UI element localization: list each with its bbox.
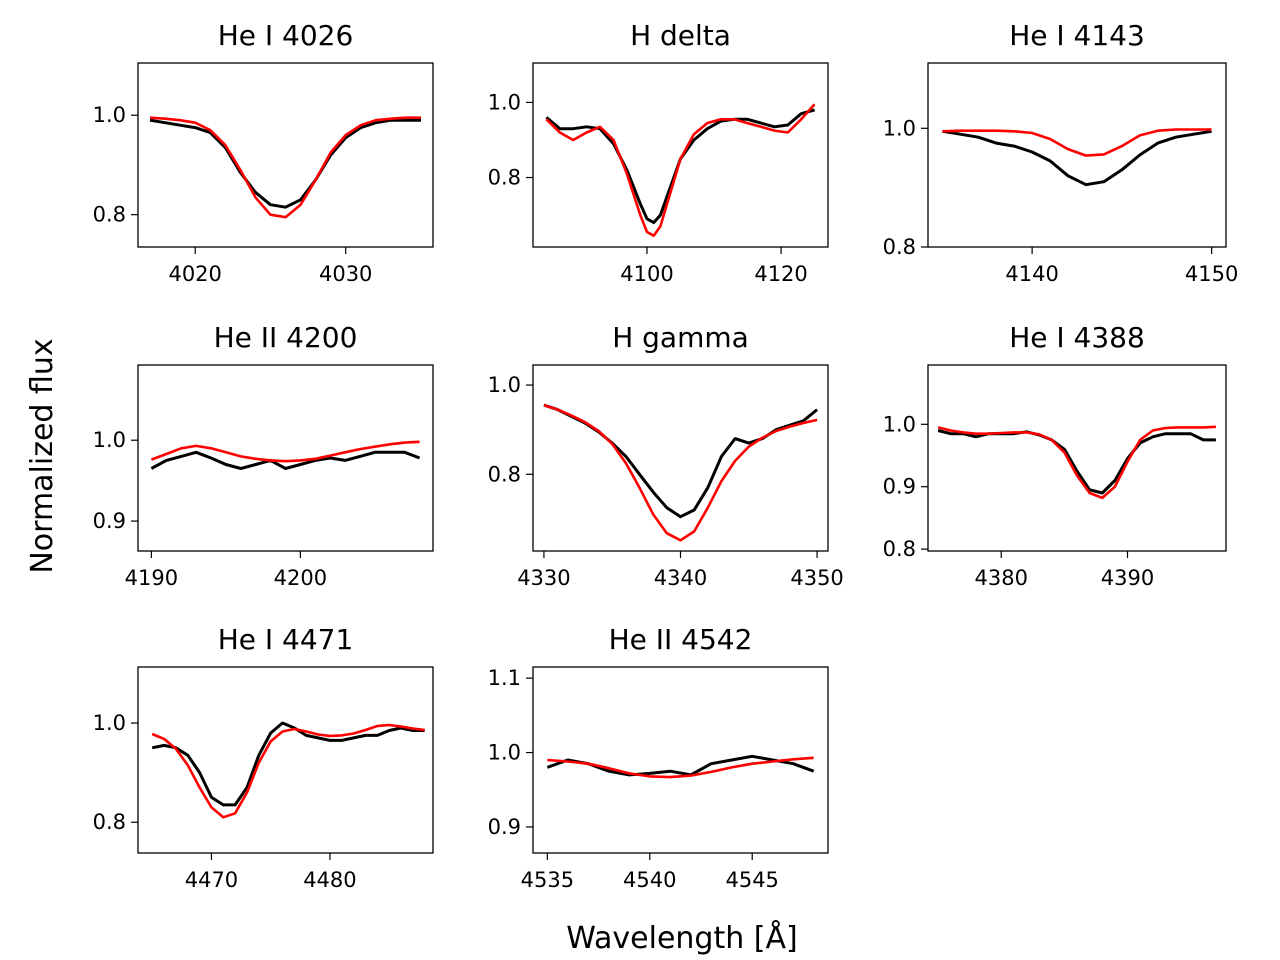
panel-7: 4470 4480 0.8 1.0 He I 4471: [93, 623, 434, 892]
y-tick-label: 0.8: [883, 235, 916, 259]
panel-title: He I 4471: [218, 623, 354, 656]
x-tick-label: 4540: [623, 868, 676, 892]
axes-frame: [532, 666, 829, 854]
panel-title: He I 4026: [218, 19, 354, 52]
x-axis-label: Wavelength [Å]: [566, 920, 797, 956]
x-tick-label: 4390: [1101, 566, 1154, 590]
model-spectrum-line: [547, 756, 814, 779]
y-tick-label: 0.8: [93, 810, 126, 834]
model-spectrum-line: [543, 403, 818, 542]
model-spectrum-line: [942, 128, 1212, 157]
model-spectrum-line: [150, 440, 420, 463]
x-tick-label: 4200: [274, 566, 327, 590]
axes-frame: [532, 364, 829, 552]
observed-spectrum-line: [937, 429, 1216, 495]
x-tick-label: 4480: [303, 868, 356, 892]
x-tick-label: 4545: [725, 868, 778, 892]
y-tick-label: 0.8: [488, 462, 521, 486]
panel-4: 4190 4200 0.9 1.0 He II 4200: [93, 321, 434, 590]
y-tick-label: 1.0: [93, 103, 126, 127]
x-tick-label: 4380: [975, 566, 1028, 590]
y-tick-label: 1.0: [488, 90, 521, 114]
x-tick-label: 4535: [521, 868, 574, 892]
observed-spectrum-line: [151, 721, 425, 807]
axes-frame: [137, 62, 434, 248]
axes-frame: [137, 666, 434, 854]
y-tick-label: 1.0: [93, 428, 126, 452]
x-tick-label: 4030: [319, 262, 372, 286]
x-tick-label: 4100: [620, 262, 673, 286]
panel-3: 4140 4150 0.8 1.0 He I 4143: [883, 19, 1239, 286]
panel-title: H gamma: [612, 321, 749, 354]
y-axis-label: Normalized flux: [25, 338, 60, 573]
y-tick-label: 0.8: [488, 166, 521, 190]
x-tick-label: 4150: [1185, 262, 1238, 286]
panel-title: H delta: [630, 19, 731, 52]
y-tick-label: 1.1: [488, 666, 521, 690]
x-tick-label: 4340: [654, 566, 707, 590]
y-tick-label: 0.9: [488, 815, 521, 839]
panel-6: 4380 4390 0.8 0.9 1.0 He I 4388: [883, 321, 1227, 590]
model-spectrum-line: [149, 116, 421, 219]
y-tick-label: 0.9: [883, 475, 916, 499]
panel-1: 4020 4030 0.8 1.0 He I 4026: [93, 19, 434, 286]
axes-frame: [927, 62, 1227, 248]
x-tick-label: 4190: [125, 566, 178, 590]
model-spectrum-line: [151, 723, 425, 819]
panel-2: 4100 4120 0.8 1.0 H delta: [488, 19, 829, 286]
y-tick-label: 0.8: [883, 537, 916, 561]
y-tick-label: 1.0: [883, 116, 916, 140]
panel-title: He I 4143: [1009, 19, 1145, 52]
panel-5: 4330 4340 4350 0.8 1.0 H gamma: [488, 321, 844, 590]
axes-frame: [532, 62, 829, 248]
y-tick-label: 0.9: [93, 509, 126, 533]
y-tick-label: 1.0: [488, 741, 521, 765]
observed-spectrum-line: [150, 450, 421, 470]
x-tick-label: 4120: [754, 262, 807, 286]
observed-spectrum-line: [149, 118, 421, 209]
panels-group: 4020 4030 0.8 1.0 He I 4026 4100 4120 0.8 1.0 H d…: [93, 19, 1239, 892]
x-tick-label: 4140: [1005, 262, 1058, 286]
y-tick-label: 1.0: [93, 711, 126, 735]
model-spectrum-line: [937, 425, 1216, 500]
x-tick-label: 4020: [168, 262, 221, 286]
axes-frame: [137, 364, 434, 552]
panel-8: 4535 4540 4545 0.9 1.0 1.1 He II 4542: [488, 623, 829, 892]
panel-title: He II 4542: [609, 623, 753, 656]
y-tick-label: 1.0: [488, 373, 521, 397]
observed-spectrum-line: [942, 129, 1212, 187]
y-tick-label: 1.0: [883, 412, 916, 436]
observed-spectrum-line: [546, 754, 815, 777]
panel-title: He II 4200: [214, 321, 358, 354]
axes-frame: [927, 364, 1227, 552]
x-tick-label: 4330: [517, 566, 570, 590]
model-spectrum-line: [545, 103, 816, 237]
panel-title: He I 4388: [1009, 321, 1145, 354]
x-tick-label: 4470: [185, 868, 238, 892]
x-tick-label: 4350: [790, 566, 843, 590]
observed-spectrum-line: [545, 108, 816, 225]
y-tick-label: 0.8: [93, 203, 126, 227]
